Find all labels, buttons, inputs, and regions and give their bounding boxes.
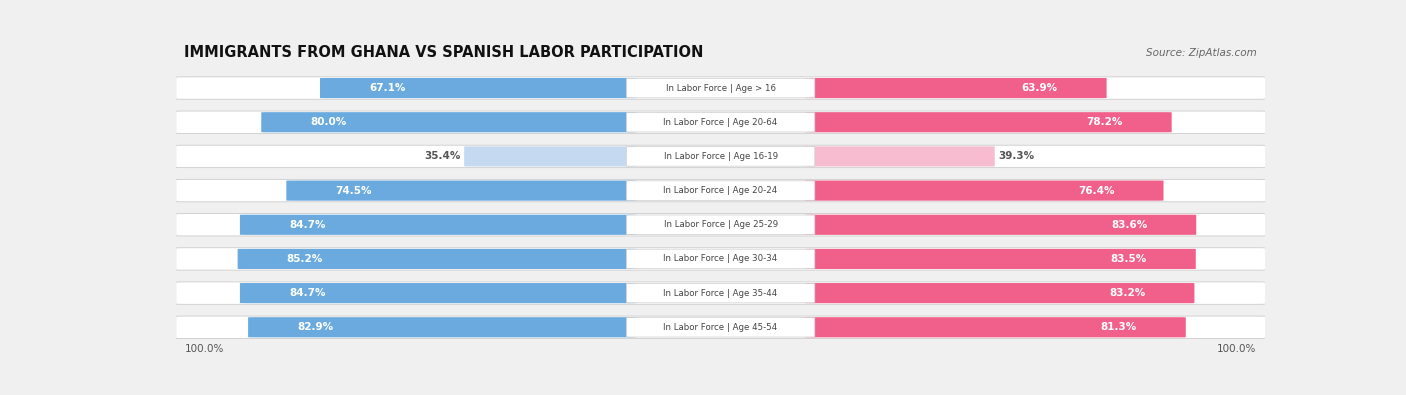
Text: 35.4%: 35.4% bbox=[425, 151, 461, 162]
FancyBboxPatch shape bbox=[287, 181, 636, 201]
Text: In Labor Force | Age > 16: In Labor Force | Age > 16 bbox=[665, 84, 776, 92]
Text: 82.9%: 82.9% bbox=[297, 322, 333, 332]
Text: 84.7%: 84.7% bbox=[290, 220, 325, 230]
Text: 39.3%: 39.3% bbox=[998, 151, 1033, 162]
FancyBboxPatch shape bbox=[626, 249, 815, 269]
FancyBboxPatch shape bbox=[806, 249, 1195, 269]
Text: 74.5%: 74.5% bbox=[336, 186, 371, 196]
Text: 78.2%: 78.2% bbox=[1087, 117, 1122, 127]
Text: In Labor Force | Age 20-24: In Labor Force | Age 20-24 bbox=[664, 186, 778, 195]
FancyBboxPatch shape bbox=[626, 181, 815, 200]
Text: 83.2%: 83.2% bbox=[1109, 288, 1146, 298]
FancyBboxPatch shape bbox=[626, 78, 815, 98]
FancyBboxPatch shape bbox=[176, 248, 1265, 270]
FancyBboxPatch shape bbox=[806, 317, 1185, 337]
Text: 100.0%: 100.0% bbox=[184, 344, 224, 354]
Text: 84.7%: 84.7% bbox=[290, 288, 325, 298]
Text: 83.6%: 83.6% bbox=[1111, 220, 1147, 230]
Text: 85.2%: 85.2% bbox=[287, 254, 323, 264]
Text: 67.1%: 67.1% bbox=[368, 83, 405, 93]
FancyBboxPatch shape bbox=[176, 77, 1265, 99]
Text: 63.9%: 63.9% bbox=[1022, 83, 1057, 93]
FancyBboxPatch shape bbox=[176, 316, 1265, 339]
FancyBboxPatch shape bbox=[626, 283, 815, 303]
Text: In Labor Force | Age 35-44: In Labor Force | Age 35-44 bbox=[664, 289, 778, 297]
FancyBboxPatch shape bbox=[806, 78, 1107, 98]
FancyBboxPatch shape bbox=[238, 249, 636, 269]
FancyBboxPatch shape bbox=[806, 146, 994, 167]
Text: IMMIGRANTS FROM GHANA VS SPANISH LABOR PARTICIPATION: IMMIGRANTS FROM GHANA VS SPANISH LABOR P… bbox=[184, 45, 704, 60]
Text: 81.3%: 81.3% bbox=[1101, 322, 1136, 332]
FancyBboxPatch shape bbox=[176, 111, 1265, 134]
Text: In Labor Force | Age 25-29: In Labor Force | Age 25-29 bbox=[664, 220, 778, 229]
Text: 100.0%: 100.0% bbox=[1218, 344, 1257, 354]
FancyBboxPatch shape bbox=[626, 318, 815, 337]
FancyBboxPatch shape bbox=[626, 147, 815, 166]
FancyBboxPatch shape bbox=[626, 113, 815, 132]
Text: In Labor Force | Age 20-64: In Labor Force | Age 20-64 bbox=[664, 118, 778, 127]
FancyBboxPatch shape bbox=[464, 146, 636, 167]
FancyBboxPatch shape bbox=[176, 145, 1265, 167]
Text: 80.0%: 80.0% bbox=[311, 117, 346, 127]
Text: In Labor Force | Age 16-19: In Labor Force | Age 16-19 bbox=[664, 152, 778, 161]
FancyBboxPatch shape bbox=[176, 179, 1265, 202]
Text: 76.4%: 76.4% bbox=[1078, 186, 1115, 196]
FancyBboxPatch shape bbox=[176, 214, 1265, 236]
FancyBboxPatch shape bbox=[806, 112, 1171, 132]
FancyBboxPatch shape bbox=[262, 112, 636, 132]
FancyBboxPatch shape bbox=[806, 181, 1164, 201]
Text: In Labor Force | Age 30-34: In Labor Force | Age 30-34 bbox=[664, 254, 778, 263]
FancyBboxPatch shape bbox=[806, 283, 1195, 303]
FancyBboxPatch shape bbox=[321, 78, 636, 98]
FancyBboxPatch shape bbox=[240, 283, 636, 303]
FancyBboxPatch shape bbox=[626, 215, 815, 235]
FancyBboxPatch shape bbox=[176, 282, 1265, 304]
FancyBboxPatch shape bbox=[806, 215, 1197, 235]
FancyBboxPatch shape bbox=[240, 215, 636, 235]
Text: Source: ZipAtlas.com: Source: ZipAtlas.com bbox=[1146, 47, 1257, 58]
FancyBboxPatch shape bbox=[247, 317, 636, 337]
Text: 83.5%: 83.5% bbox=[1111, 254, 1147, 264]
Text: In Labor Force | Age 45-54: In Labor Force | Age 45-54 bbox=[664, 323, 778, 332]
